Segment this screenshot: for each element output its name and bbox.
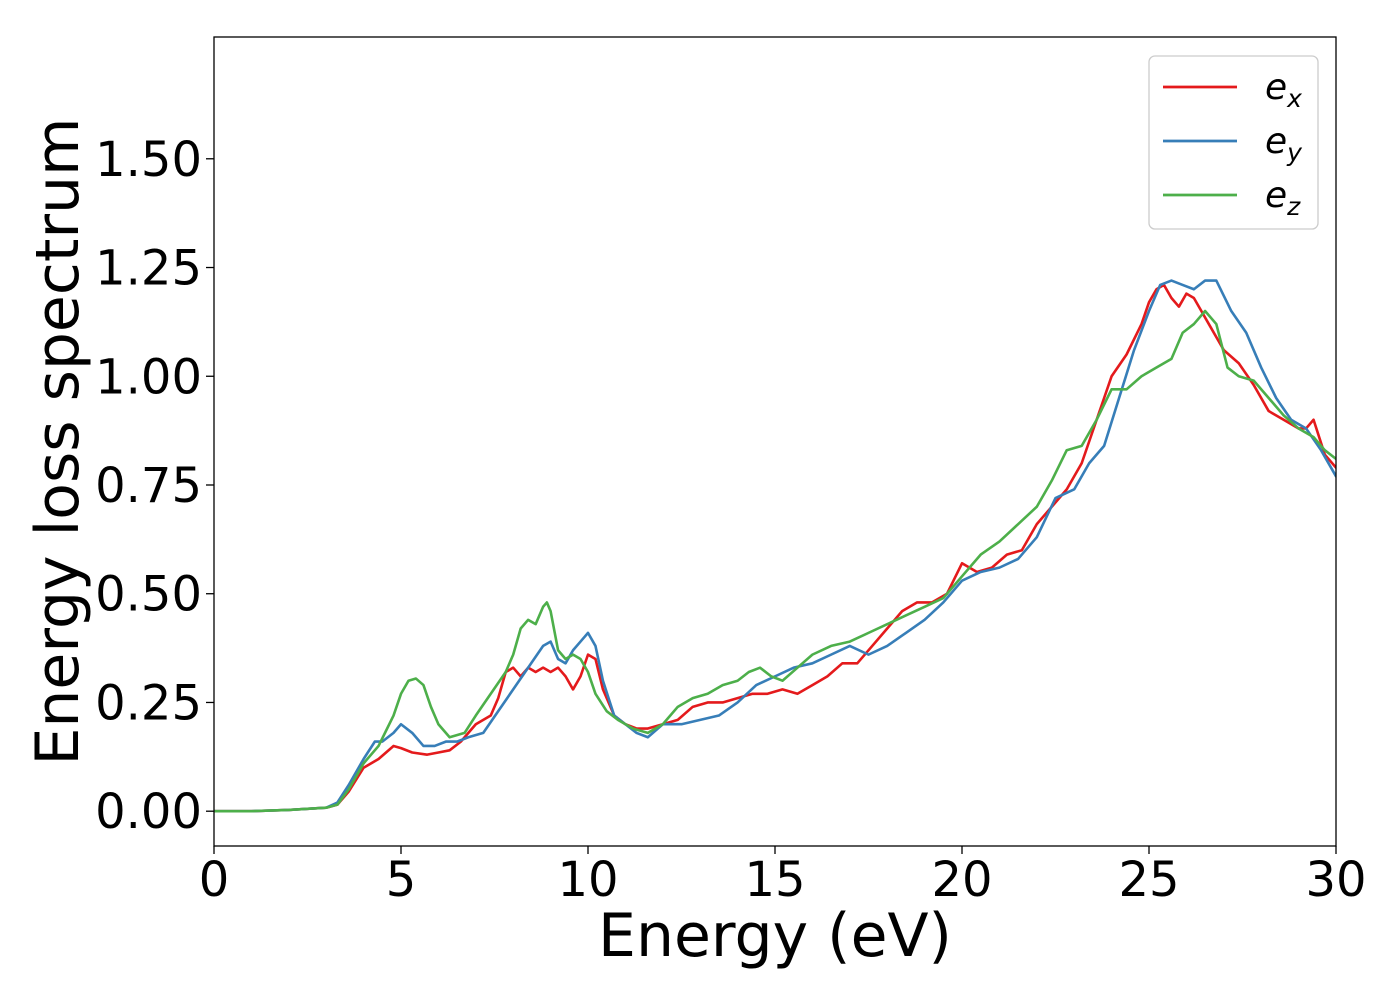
series-line-y (214, 279, 1336, 813)
legend-label-y: ey (1265, 121, 1303, 167)
x-tick-label: 5 (386, 852, 417, 908)
y-tick-label: 0.00 (95, 784, 202, 840)
y-tick-label: 1.25 (95, 241, 202, 297)
y-tick-label: 1.00 (95, 349, 202, 405)
x-tick-label: 10 (557, 852, 618, 908)
series-layer (214, 279, 1336, 813)
x-tick-label: 30 (1305, 852, 1366, 908)
legend-label-z: ez (1265, 175, 1301, 221)
x-tick-label: 15 (744, 852, 805, 908)
y-axis-ticks: 0.00 0.25 0.50 0.75 1.00 1.25 1.50 (95, 132, 214, 840)
y-tick-label: 1.50 (95, 132, 202, 188)
y-tick-label: 0.50 (95, 567, 202, 623)
legend-box (1148, 55, 1319, 230)
y-axis-title: Energy loss spectrum (23, 117, 93, 765)
x-axis-ticks: 0 5 10 15 20 25 30 (199, 846, 1367, 908)
x-tick-label: 20 (931, 852, 992, 908)
series-line-x (214, 283, 1336, 813)
y-tick-label: 0.75 (95, 458, 202, 514)
x-tick-label: 25 (1118, 852, 1179, 908)
x-axis-title: Energy (eV) (598, 901, 952, 971)
legend-label-x: ex (1265, 67, 1302, 113)
y-tick-label: 0.25 (95, 675, 202, 731)
series-line-z (214, 309, 1336, 813)
legend: ex ey ez (1148, 55, 1319, 230)
x-tick-label: 0 (199, 852, 230, 908)
